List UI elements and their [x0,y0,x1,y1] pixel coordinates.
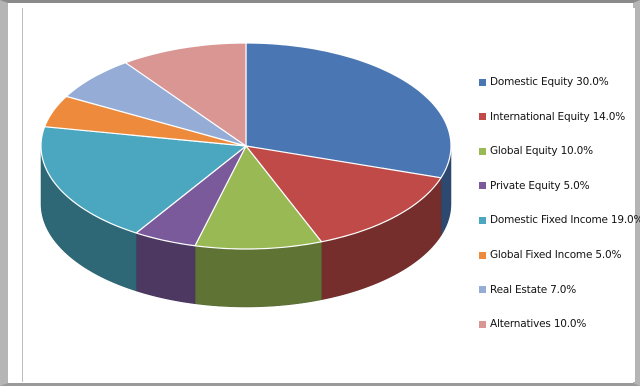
pie-slice-domestic-equity [245,42,452,179]
chart-area: Domestic Equity 30.0% International Equit… [22,8,640,382]
pie-slice-global-equity [194,145,323,250]
legend-label: Alternatives 10.0% [490,318,587,331]
legend-swatch [479,320,486,328]
legend-item-global-fixed-income: Global Fixed Income 5.0% [479,247,621,263]
legend-item-domestic-fixed-income: Domestic Fixed Income 19.0% [479,212,640,228]
pie-slice-private-equity [135,145,247,247]
legend-swatch [479,182,486,190]
legend-swatch [479,147,486,155]
legend-swatch [479,251,486,259]
pie-slice-alternatives [124,42,247,147]
pie-slice-real-estate [65,62,247,147]
legend-swatch [479,286,486,294]
legend-item-domestic-equity: Domestic Equity 30.0% [479,74,609,90]
legend-item-global-equity: Global Equity 10.0% [479,143,593,159]
legend-swatch [479,113,486,121]
legend-label: Global Equity 10.0% [490,145,593,158]
legend-label: Domestic Fixed Income 19.0% [490,214,640,227]
legend-item-alternatives: Alternatives 10.0% [479,316,586,332]
pie-sides [40,145,452,308]
pie-slice-global-fixed-income [44,95,247,147]
pie-side-global-equity [194,241,322,308]
pie-slices [40,42,452,250]
pie-chart [40,42,452,308]
legend-label: Domestic Equity 30.0% [490,76,609,88]
legend-label: International Equity 14.0% [490,110,626,123]
legend-item-real-estate: Real Estate 7.0% [479,282,576,298]
legend-label: Global Fixed Income 5.0% [490,249,622,261]
pie-slice-international-equity [245,145,442,243]
legend-label: Real Estate 7.0% [490,283,577,296]
legend-label: Private Equity 5.0% [490,179,590,192]
pie-slice-domestic-fixed-income [40,126,247,234]
legend-item-private-equity: Private Equity 5.0% [479,178,590,194]
legend-swatch [479,78,486,86]
legend-swatch [479,216,486,224]
legend-item-international-equity: International Equity 14.0% [479,109,625,125]
